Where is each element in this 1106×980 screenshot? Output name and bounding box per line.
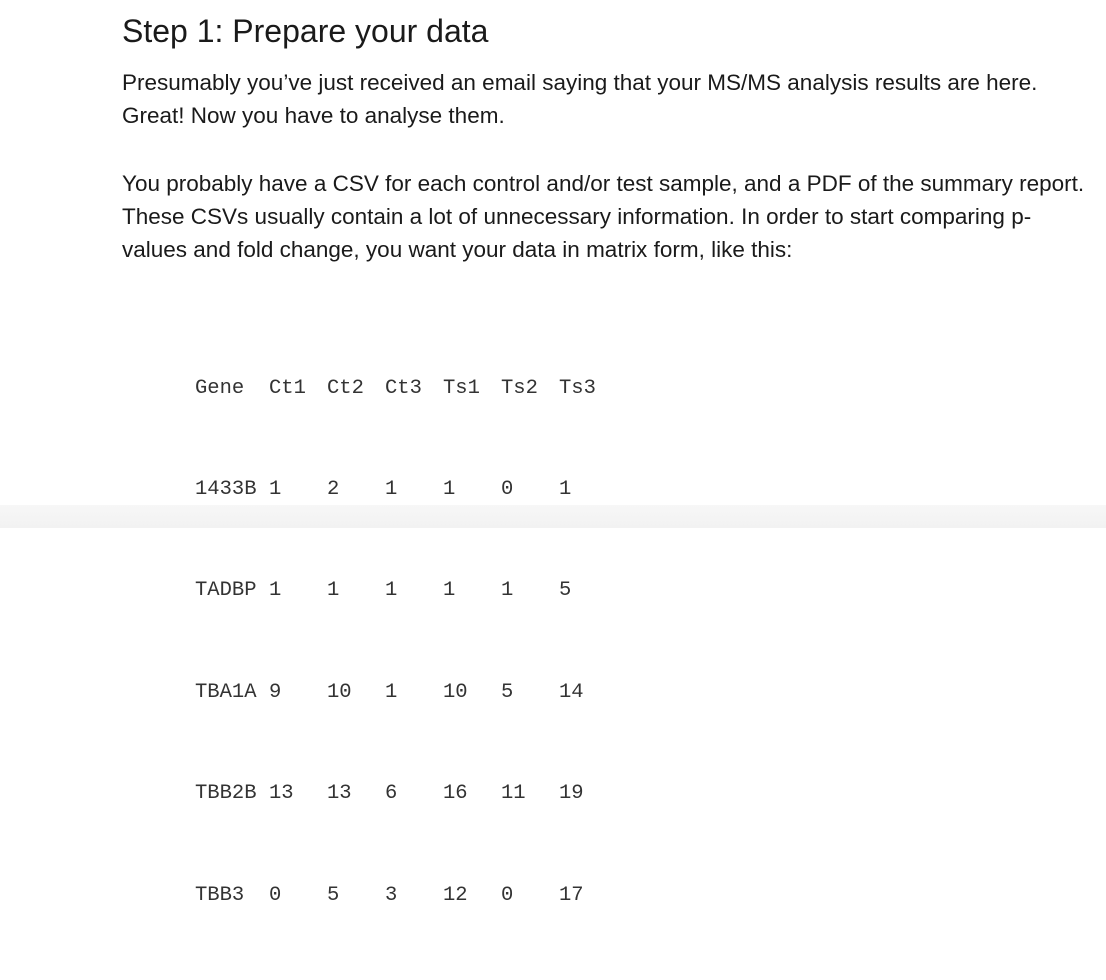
matrix-value-cell: 1 — [327, 579, 340, 603]
matrix-header-cell: Ct1 — [269, 376, 306, 400]
matrix-row: TADBP 1 1 1 1 1 5 — [195, 574, 617, 608]
matrix-value-cell: 1 — [385, 579, 398, 603]
section-heading: Step 1: Prepare your data — [122, 13, 489, 49]
matrix-value-cell: 10 — [327, 680, 352, 704]
matrix-value-cell: 11 — [501, 782, 526, 806]
matrix-value-cell: 5 — [501, 680, 514, 704]
matrix-value-cell: 13 — [269, 782, 294, 806]
matrix-value-cell: 1 — [443, 579, 456, 603]
matrix-value-cell: 3 — [385, 883, 398, 907]
matrix-gene-cell: TBB2B — [195, 782, 257, 806]
matrix-value-cell: 1 — [385, 477, 398, 501]
matrix-value-cell: 0 — [269, 883, 282, 907]
matrix-header-cell: Ct3 — [385, 376, 422, 400]
matrix-value-cell: 10 — [443, 680, 468, 704]
matrix-value-cell: 1 — [501, 579, 514, 603]
matrix-header-cell: Ct2 — [327, 376, 364, 400]
matrix-value-cell: 19 — [559, 782, 584, 806]
matrix-header-row: Gene Ct1 Ct2 Ct3 Ts1 Ts2 Ts3 — [195, 372, 617, 406]
matrix-value-cell: 13 — [327, 782, 352, 806]
matrix-row: TBB2B 13 13 6 16 11 19 — [195, 777, 617, 811]
bottom-scroll-shade — [0, 505, 1106, 528]
matrix-value-cell: 9 — [269, 680, 282, 704]
data-matrix-example: Gene Ct1 Ct2 Ct3 Ts1 Ts2 Ts3 1433B 1 2 1… — [195, 304, 617, 980]
matrix-value-cell: 0 — [501, 477, 514, 501]
matrix-value-cell: 5 — [327, 883, 340, 907]
matrix-value-cell: 1 — [559, 477, 572, 501]
matrix-gene-cell: TBB3 — [195, 883, 245, 907]
matrix-value-cell: 17 — [559, 883, 584, 907]
matrix-gene-cell: 1433B — [195, 477, 257, 501]
matrix-value-cell: 0 — [501, 883, 514, 907]
matrix-value-cell: 14 — [559, 680, 584, 704]
matrix-value-cell: 1 — [443, 477, 456, 501]
matrix-header-cell: Gene — [195, 376, 245, 400]
matrix-gene-cell: TBA1A — [195, 680, 257, 704]
matrix-row: TBB3 0 5 3 12 0 17 — [195, 879, 617, 913]
matrix-header-cell: Ts3 — [559, 376, 596, 400]
intro-paragraph: Presumably you’ve just received an email… — [122, 70, 1038, 128]
matrix-row: 1433B 1 2 1 1 0 1 — [195, 473, 617, 507]
matrix-row: TBA1A 9 10 1 10 5 14 — [195, 676, 617, 710]
matrix-header-cell: Ts2 — [501, 376, 538, 400]
csv-paragraph: You probably have a CSV for each control… — [122, 171, 1085, 262]
matrix-header-cell: Ts1 — [443, 376, 480, 400]
matrix-value-cell: 16 — [443, 782, 468, 806]
matrix-value-cell: 12 — [443, 883, 468, 907]
matrix-value-cell: 1 — [269, 579, 282, 603]
matrix-gene-cell: TADBP — [195, 579, 257, 603]
matrix-value-cell: 5 — [559, 579, 572, 603]
matrix-value-cell: 1 — [269, 477, 282, 501]
matrix-value-cell: 1 — [385, 680, 398, 704]
matrix-value-cell: 2 — [327, 477, 340, 501]
matrix-value-cell: 6 — [385, 782, 398, 806]
